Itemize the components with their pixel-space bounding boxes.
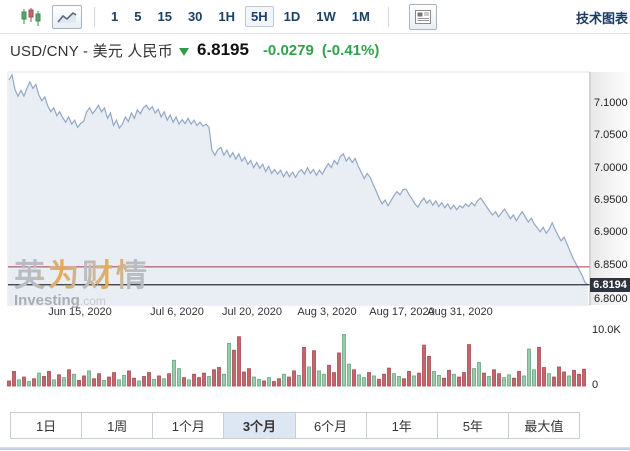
timeframe-1m[interactable]: 1M (351, 9, 370, 24)
range-selector: 1日 1周 1个月 3个月 6个月 1年 5年 最大值 (10, 412, 580, 439)
timeframe-1d[interactable]: 1D (283, 9, 301, 24)
candlestick-chart-icon[interactable] (20, 7, 42, 27)
bottom-divider (0, 447, 630, 450)
chart-toolbar: 1 5 15 30 1H 5H 1D 1W 1M 技术图表 (0, 0, 630, 34)
instrument-name: USD/CNY - 美元 人民币 (10, 42, 173, 60)
timeframe-buttons: 1 5 15 30 1H 5H 1D 1W 1M (105, 6, 376, 27)
volume-axis-max: 10.0K (592, 324, 621, 336)
y-axis-background (591, 72, 630, 305)
timeframe-30[interactable]: 30 (187, 9, 203, 24)
y-axis-tick: 7.1000 (594, 96, 628, 109)
line-chart-icon[interactable] (52, 4, 82, 29)
x-axis-tick: Jul 20, 2020 (222, 306, 282, 318)
toolbar-separator (94, 6, 95, 27)
timeframe-1w[interactable]: 1W (316, 9, 336, 24)
range-button-1周[interactable]: 1周 (81, 413, 152, 438)
timeframe-15[interactable]: 15 (157, 9, 172, 24)
range-button-最大值[interactable]: 最大值 (507, 413, 579, 438)
y-axis-tick: 7.0000 (594, 161, 628, 174)
price-change-percent: (-0.41%) (321, 41, 380, 59)
price-down-arrow-icon (178, 43, 189, 61)
x-axis-tick: Aug 3, 2020 (297, 306, 357, 318)
y-axis-tick: 6.8000 (594, 293, 628, 306)
last-price: 6.8195 (196, 40, 249, 59)
x-axis-tick: Jun 15, 2020 (48, 306, 112, 318)
price-change: -0.0279 (262, 41, 314, 59)
y-axis-tick: 7.0500 (594, 129, 628, 142)
timeframe-1h[interactable]: 1H (218, 9, 236, 24)
timeframe-5[interactable]: 5 (134, 9, 142, 24)
toolbar-separator (387, 6, 389, 27)
range-button-3个月[interactable]: 3个月 (223, 413, 295, 438)
y-axis-tick: 6.8500 (594, 258, 628, 271)
technical-chart-link[interactable]: 技术图表 (576, 11, 629, 26)
range-button-1个月[interactable]: 1个月 (152, 413, 223, 438)
range-button-6个月[interactable]: 6个月 (294, 413, 366, 438)
volume-axis-zero: 0 (592, 379, 599, 391)
range-button-1年[interactable]: 1年 (365, 413, 437, 438)
timeframe-5h[interactable]: 5H (245, 6, 274, 27)
news-panel-icon[interactable] (408, 3, 437, 30)
y-axis-tick: 6.9500 (594, 194, 628, 206)
range-button-5年[interactable]: 5年 (436, 413, 508, 438)
timeframe-1[interactable]: 1 (111, 9, 119, 24)
range-button-1日[interactable]: 1日 (35, 419, 57, 434)
x-axis-tick: Aug 31, 2020 (427, 306, 493, 318)
x-axis-tick: Aug 17, 2020 (369, 306, 435, 318)
x-axis-tick: Jul 6, 2020 (150, 306, 204, 318)
instrument-header: USD/CNY - 美元 人民币 6.8195 -0.0279 (-0.41%) (10, 38, 620, 62)
y-axis-tick: 6.9000 (594, 226, 628, 239)
current-price-badge: 6.8194 (590, 277, 630, 292)
